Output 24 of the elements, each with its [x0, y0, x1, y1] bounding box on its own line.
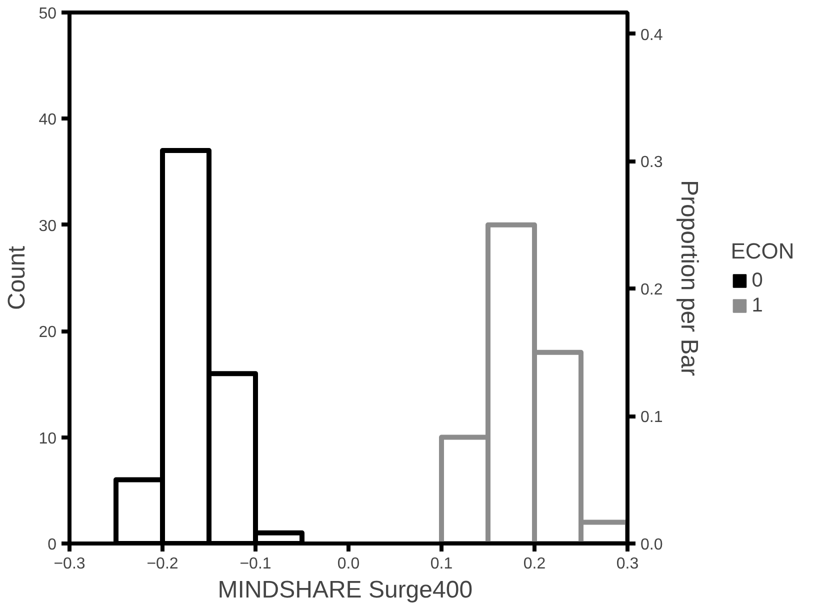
- y-tick-label: 10: [38, 430, 57, 448]
- x-tick-label: 0.3: [616, 556, 639, 572]
- y2-tick-label: 0.3: [640, 154, 663, 172]
- y-tick-label: 50: [38, 6, 57, 22]
- y2-tick-label: 0.1: [640, 409, 663, 426]
- y-tick-label: 30: [38, 218, 57, 235]
- y-tick-label: 20: [38, 324, 57, 342]
- legend-label: 0: [752, 269, 764, 292]
- y2-tick-label: 0.2: [640, 282, 663, 299]
- x-tick-label: −0.3: [54, 556, 86, 572]
- y2-tick-label: 0.0: [640, 536, 663, 554]
- x-tick-label: 0.0: [337, 556, 360, 572]
- y-axis-title: Count: [4, 246, 31, 310]
- legend-label: 1: [752, 294, 764, 317]
- x-tick-label: 0.2: [523, 556, 546, 572]
- legend-title: ECON: [730, 238, 794, 264]
- x-tick-label: −0.2: [146, 556, 178, 572]
- y-tick-label: 40: [38, 112, 57, 129]
- x-tick-label: 0.1: [430, 556, 453, 572]
- y2-tick-label: 0.4: [640, 26, 663, 44]
- x-axis-title: MINDSHARE Surge400: [218, 576, 473, 604]
- x-tick-label: −0.1: [240, 556, 272, 572]
- y2-axis-title: Proportion per Bar: [676, 180, 703, 376]
- y-tick-label: 0: [48, 536, 57, 554]
